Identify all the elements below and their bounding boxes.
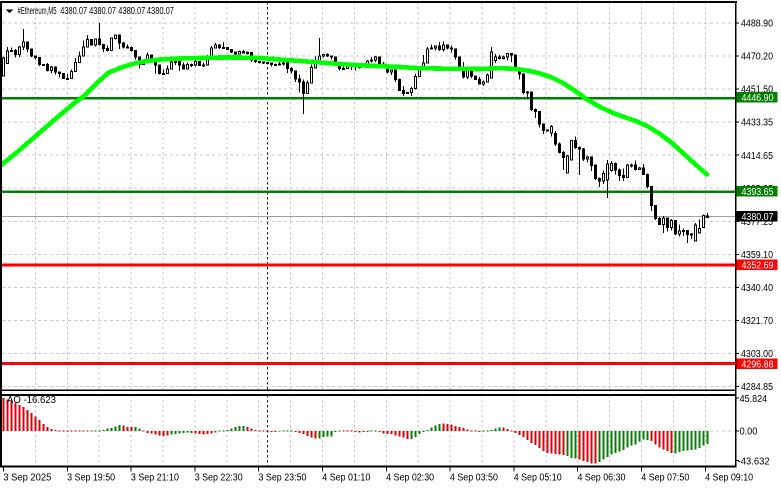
svg-text:4393.65: 4393.65 xyxy=(742,187,774,198)
svg-text:4303.00: 4303.00 xyxy=(741,349,773,360)
svg-text:#Ethereum,M5: #Ethereum,M5 xyxy=(18,6,57,17)
svg-text:4380.07: 4380.07 xyxy=(742,212,774,223)
svg-text:4488.90: 4488.90 xyxy=(741,19,773,30)
svg-text:4380.07: 4380.07 xyxy=(147,6,174,17)
svg-text:4380.07: 4380.07 xyxy=(118,6,145,17)
svg-text:4451.50: 4451.50 xyxy=(741,85,773,96)
svg-text:0.00: 0.00 xyxy=(740,427,758,438)
svg-text:45.824: 45.824 xyxy=(740,394,768,405)
svg-text:4470.20: 4470.20 xyxy=(741,52,773,63)
svg-text:4 Sep 03:50: 4 Sep 03:50 xyxy=(450,472,498,483)
svg-text:4414.65: 4414.65 xyxy=(741,151,773,162)
svg-text:3 Sep 19:50: 3 Sep 19:50 xyxy=(67,472,115,483)
svg-text:3 Sep 23:50: 3 Sep 23:50 xyxy=(259,472,307,483)
svg-text:4380.07: 4380.07 xyxy=(60,6,87,17)
svg-text:3 Sep 2025: 3 Sep 2025 xyxy=(3,472,51,483)
svg-text:4 Sep 02:30: 4 Sep 02:30 xyxy=(386,472,434,483)
svg-text:4 Sep 09:10: 4 Sep 09:10 xyxy=(705,472,753,483)
svg-text:4446.90: 4446.90 xyxy=(742,93,774,104)
svg-text:4377.25: 4377.25 xyxy=(741,217,773,228)
svg-text:4433.35: 4433.35 xyxy=(741,118,773,129)
svg-text:4352.69: 4352.69 xyxy=(742,261,774,272)
svg-text:3 Sep 22:30: 3 Sep 22:30 xyxy=(195,472,243,483)
svg-text:4296.88: 4296.88 xyxy=(742,359,774,370)
svg-text:4284.85: 4284.85 xyxy=(741,382,773,393)
svg-text:AO -16.623: AO -16.623 xyxy=(7,395,56,406)
svg-text:4 Sep 06:30: 4 Sep 06:30 xyxy=(578,472,626,483)
svg-text:4359.10: 4359.10 xyxy=(741,250,773,261)
svg-text:4340.40: 4340.40 xyxy=(741,283,773,294)
svg-text:4 Sep 05:10: 4 Sep 05:10 xyxy=(514,472,562,483)
svg-text:-43.632: -43.632 xyxy=(738,456,770,467)
svg-text:3 Sep 21:10: 3 Sep 21:10 xyxy=(131,472,179,483)
svg-text:4 Sep 07:50: 4 Sep 07:50 xyxy=(641,472,689,483)
svg-text:4380.07: 4380.07 xyxy=(89,6,116,17)
svg-text:4321.70: 4321.70 xyxy=(741,316,773,327)
svg-text:4 Sep 01:10: 4 Sep 01:10 xyxy=(322,472,370,483)
